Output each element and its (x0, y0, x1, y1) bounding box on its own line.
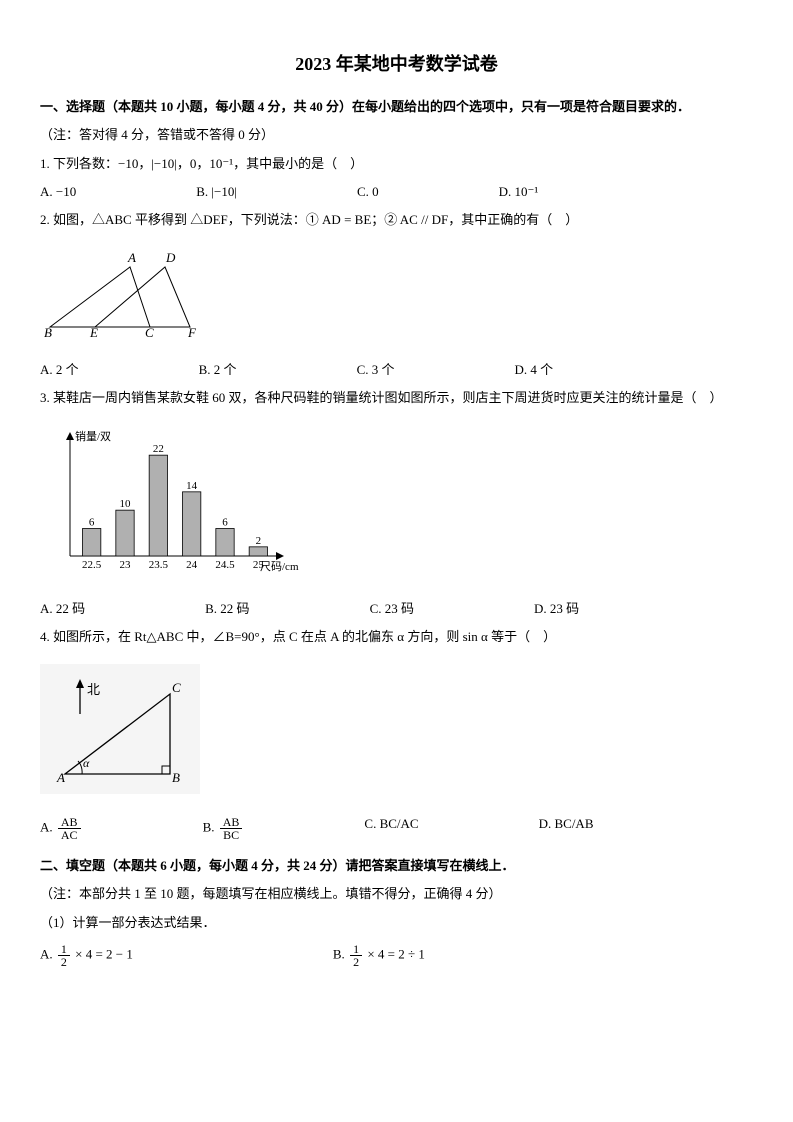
svg-text:10: 10 (120, 498, 132, 510)
q3-text: 3. 某鞋店一周内销售某款女鞋 60 双，各种尺码鞋的销量统计图如图所示，则店主… (40, 386, 753, 409)
q4-option-c: C. BC/AC (364, 816, 418, 841)
svg-text:尺码/cm: 尺码/cm (260, 560, 299, 573)
angle-label: α (83, 756, 90, 770)
label-b2: B (172, 770, 180, 785)
q3-option-b: B. 22 码 (205, 598, 249, 617)
q1-option-a: A. −10 (40, 184, 76, 200)
svg-text:2: 2 (256, 534, 261, 546)
q3-option-a: A. 22 码 (40, 598, 85, 617)
q3-bar-chart: 销量/双尺码/cm 6 22.5 10 23 22 23.5 14 24 6 24.5 2 25 (40, 426, 300, 576)
label-c: C (145, 325, 154, 337)
q4-option-b: B. ABBC (203, 816, 245, 841)
q3-options: A. 22 码 B. 22 码 C. 23 码 D. 23 码 (40, 598, 753, 617)
svg-text:23.5: 23.5 (149, 559, 169, 571)
q2-triangle-figure: A D B E C F (40, 247, 200, 337)
label-a: A (127, 250, 136, 265)
q2-option-d: D. 4 个 (514, 359, 553, 378)
svg-text:销量/双: 销量/双 (75, 429, 111, 443)
q4-option-a: A. ABAC (40, 816, 83, 841)
q1-text: 1. 下列各数：−10，|−10|，0，10⁻¹，其中最小的是（ ） (40, 152, 753, 175)
label-b: B (44, 325, 52, 337)
label-d: D (165, 250, 176, 265)
svg-text:24.5: 24.5 (215, 559, 235, 571)
label-c2: C (172, 680, 181, 695)
label-e: E (89, 325, 98, 337)
svg-text:14: 14 (186, 479, 198, 491)
section1-header: 一、选择题（本题共 10 小题，每小题 4 分，共 40 分）在每小题给出的四个… (40, 96, 753, 115)
frac-b: B. 12 × 4 = 2 ÷ 1 (333, 943, 425, 968)
frac-a: A. 12 × 4 = 2 − 1 (40, 943, 133, 968)
q3-option-c: C. 23 码 (370, 598, 414, 617)
q2-option-c: C. 3 个 (357, 359, 395, 378)
label-f: F (187, 325, 197, 337)
q4-option-d: D. BC/AB (539, 816, 594, 841)
q4-options: A. ABAC B. ABBC C. BC/AC D. BC/AB (40, 816, 753, 841)
svg-text:24: 24 (186, 559, 198, 571)
svg-text:22: 22 (153, 443, 164, 455)
q2-option-b: B. 2 个 (199, 359, 237, 378)
svg-text:23: 23 (120, 559, 132, 571)
north-label: 北 (87, 682, 100, 697)
label-a2: A (56, 770, 65, 785)
q1-options: A. −10 B. |−10| C. 0 D. 10⁻¹ (40, 184, 753, 200)
q4-text: 4. 如图所示，在 Rt△ABC 中，∠B=90°，点 C 在点 A 的北偏东 … (40, 625, 753, 648)
section2-header: 二、填空题（本题共 6 小题，每小题 4 分，共 24 分）请把答案直接填写在横… (40, 855, 753, 874)
q1-option-c: C. 0 (357, 184, 379, 200)
q1-option-d: D. 10⁻¹ (499, 184, 539, 200)
q2-options: A. 2 个 B. 2 个 C. 3 个 D. 4 个 (40, 359, 753, 378)
q3-option-d: D. 23 码 (534, 598, 579, 617)
section1-note: （注：答对得 4 分，答错或不答得 0 分） (40, 123, 753, 146)
q1-option-b: B. |−10| (196, 184, 237, 200)
q2-text: 2. 如图，△ABC 平移得到 △DEF，下列说法：① AD = BE；② AC… (40, 208, 753, 231)
q2-option-a: A. 2 个 (40, 359, 79, 378)
svg-text:6: 6 (89, 516, 95, 528)
svg-text:22.5: 22.5 (82, 559, 102, 571)
svg-text:6: 6 (222, 516, 228, 528)
frac-row: A. 12 × 4 = 2 − 1 B. 12 × 4 = 2 ÷ 1 (40, 943, 753, 968)
fill-note2: （1）计算一部分表达式结果． (40, 911, 753, 934)
q4-north-figure: 北 α A B C (40, 664, 200, 794)
exam-title: 2023 年某地中考数学试卷 (40, 50, 753, 76)
fill-note1: （注：本部分共 1 至 10 题，每题填写在相应横线上。填错不得分，正确得 4 … (40, 882, 753, 905)
svg-text:25: 25 (253, 559, 264, 571)
